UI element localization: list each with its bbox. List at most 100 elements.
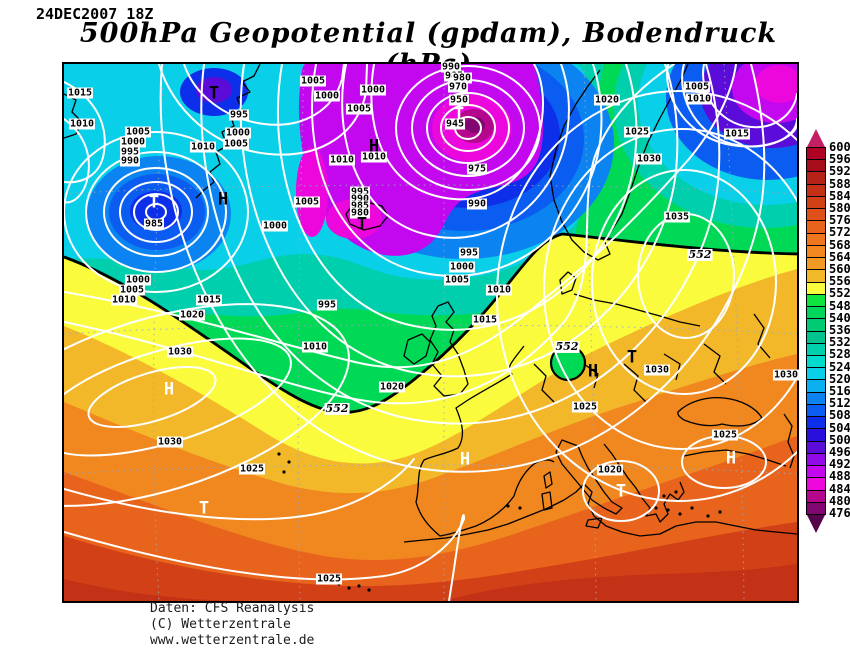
pressure-label: 1015	[471, 314, 499, 326]
legend-segment	[807, 502, 825, 515]
pressure-label: 1010	[110, 294, 138, 306]
geopotential-label: 552	[687, 247, 713, 262]
geopotential-label: 552	[324, 401, 350, 416]
pressure-label: 1010	[485, 284, 513, 296]
legend-arrow-up-icon	[807, 129, 825, 147]
legend-segment	[807, 343, 825, 356]
high-center-marker: H	[459, 449, 471, 470]
legend-value: 600	[829, 140, 850, 154]
legend-segment	[807, 404, 825, 418]
legend-value: 524	[829, 359, 850, 374]
legend-value: 592	[829, 164, 850, 179]
legend-segment	[807, 270, 825, 283]
high-center-marker: H	[725, 448, 737, 469]
pressure-label: 995	[228, 109, 250, 121]
pressure-label: 1030	[643, 364, 671, 376]
legend-value: 496	[829, 445, 850, 459]
legend-segment	[807, 319, 825, 332]
legend-segment	[807, 221, 825, 234]
pressure-label: 990	[440, 61, 462, 73]
low-center-marker: T	[148, 192, 160, 213]
legend-segment	[807, 307, 825, 320]
legend-segment	[807, 355, 825, 369]
pressure-label: 1000	[313, 90, 341, 102]
legend-segment	[807, 160, 825, 173]
legend-segment	[807, 172, 825, 185]
legend-value: 552	[829, 286, 850, 301]
low-center-marker: T	[615, 481, 627, 502]
legend-value: 476	[829, 506, 850, 520]
legend-value: 504	[829, 420, 850, 435]
pressure-label: 1025	[238, 463, 266, 475]
legend-value: 548	[829, 298, 850, 313]
pressure-label: 1005	[683, 81, 711, 93]
low-center-marker: T	[626, 347, 638, 368]
legend-segment	[807, 282, 825, 295]
legend-segment	[807, 196, 825, 210]
legend-value: 556	[829, 274, 850, 289]
legend-value: 584	[829, 188, 850, 203]
map-label-layer: 1015 1010 1005 1000 995 990 1010 995 1000 1005 985…	[64, 61, 800, 601]
legend-value: 572	[829, 225, 850, 240]
pressure-label: 1005	[345, 103, 373, 115]
pressure-label: 1005	[118, 284, 146, 296]
legend-segment	[807, 490, 825, 503]
low-center-marker: T	[356, 214, 368, 235]
legend-segment	[807, 417, 825, 430]
legend-segment	[807, 245, 825, 259]
legend-value: 520	[829, 371, 850, 386]
pressure-label: 1010	[360, 151, 388, 163]
legend-segment	[807, 478, 825, 491]
high-center-marker: H	[587, 361, 599, 382]
pressure-label: 1005	[124, 126, 152, 138]
pressure-label: 1005	[293, 196, 321, 208]
pressure-label: 1025	[315, 573, 343, 585]
pressure-label: 995	[458, 247, 480, 259]
pressure-label: 990	[119, 155, 141, 167]
pressure-label: 1015	[195, 294, 223, 306]
pressure-label: 975	[466, 163, 488, 175]
pressure-label: 995	[349, 186, 371, 198]
pressure-label: 1010	[68, 118, 96, 130]
pressure-label: 1005	[222, 138, 250, 150]
pressure-label: 1000	[359, 84, 387, 96]
pressure-label: 990	[466, 198, 488, 210]
legend-value: 568	[829, 237, 850, 252]
map-canvas	[64, 64, 797, 601]
geopotential-label: 552	[554, 339, 580, 354]
legend-value: 532	[829, 335, 850, 350]
run-datetime: 24DEC2007 18Z	[36, 5, 154, 23]
legend-value: 560	[829, 262, 850, 276]
pressure-label: 1000	[224, 127, 252, 139]
legend-segment	[807, 429, 825, 442]
legend-segment	[807, 392, 825, 405]
legend-segment	[807, 441, 825, 454]
low-center-marker: T	[198, 498, 210, 519]
legend-value: 580	[829, 201, 850, 215]
pressure-label: 945	[444, 118, 466, 130]
pressure-label: 995	[316, 299, 338, 311]
legend-value: 484	[829, 481, 850, 496]
pressure-label: 950	[448, 94, 470, 106]
attribution: Daten: CFS Reanalysis (C) Wetterzentrale…	[150, 601, 314, 649]
attribution-line: Daten: CFS Reanalysis	[150, 601, 315, 616]
island-dots	[277, 452, 722, 592]
pressure-label: 1025	[711, 429, 739, 441]
legend-segment	[807, 380, 825, 393]
pressure-label: 1000	[261, 220, 289, 232]
pressure-label: 1005	[299, 75, 327, 87]
pressure-label: 980	[451, 72, 473, 84]
legend-segment	[807, 233, 825, 246]
legend-segment	[807, 294, 825, 308]
pressure-label: 980	[349, 207, 371, 219]
pressure-label: 1010	[685, 93, 713, 105]
legend-value: 588	[829, 176, 850, 191]
high-center-marker: H	[163, 379, 175, 400]
legend-color-bar	[806, 147, 826, 515]
legend-value: 480	[829, 493, 850, 508]
legend-segment	[807, 453, 825, 467]
legend-segment	[807, 368, 825, 381]
pressure-label: 1025	[571, 401, 599, 413]
attribution-line: www.wetterzentrale.de	[150, 633, 315, 648]
